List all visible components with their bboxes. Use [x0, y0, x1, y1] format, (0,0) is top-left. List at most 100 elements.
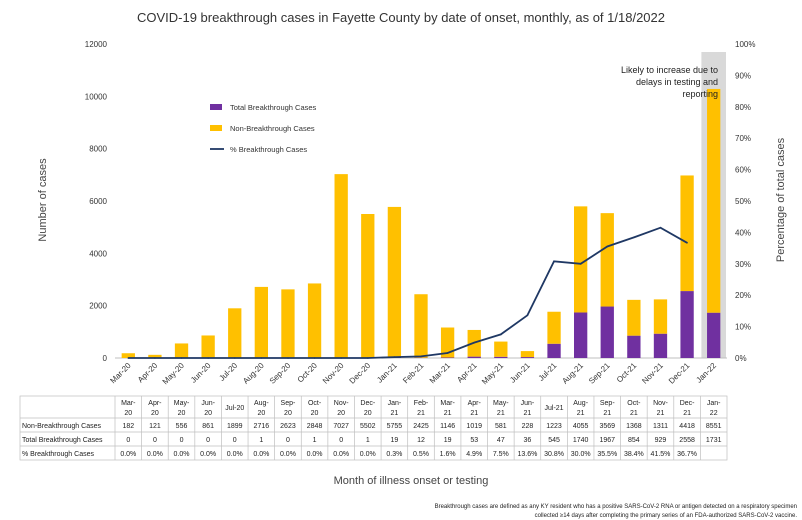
table-value-cell: 0	[286, 437, 290, 444]
table-value-cell: 0.0%	[333, 451, 349, 458]
x-tick-label: Oct-20	[296, 361, 320, 385]
y2-tick-label: 0%	[735, 354, 747, 363]
y-tick-label: 8000	[89, 145, 107, 154]
x-tick-label: Jan-22	[694, 361, 718, 385]
y2-tick-label: 40%	[735, 228, 751, 237]
pct-point-Aug-20	[260, 357, 263, 359]
table-value-cell: 4418	[679, 423, 695, 430]
table-header-cell: Mar-	[121, 400, 136, 407]
x-tick-label: Nov-20	[321, 361, 346, 386]
highlight-note-line: delays in testing and	[636, 77, 718, 87]
bar-non-breakthrough-Nov-20	[334, 174, 348, 358]
table-value-cell: 1731	[706, 437, 722, 444]
table-header-cell: 21	[497, 410, 505, 417]
x-tick-label: Oct-21	[615, 361, 639, 385]
bar-non-breakthrough-Mar-21	[440, 327, 455, 358]
bar-breakthrough-Nov-21	[653, 333, 668, 358]
table-header-cell: Jun-	[521, 400, 535, 407]
table-value-cell: 0.0%	[307, 451, 323, 458]
table-value-cell: 1311	[653, 423, 668, 430]
y2-axis-title: Percentage of total cases	[775, 137, 787, 262]
bar-non-breakthrough-Mar-20	[121, 353, 135, 358]
table-value-cell: 5755	[387, 423, 403, 430]
x-tick-label: Jun-21	[508, 361, 532, 385]
table-header-cell: 20	[178, 410, 186, 417]
table-value-cell: 30.0%	[571, 451, 591, 458]
data-table-frame	[19, 395, 728, 461]
bar-non-breakthrough-Oct-21	[627, 299, 641, 336]
bar-non-breakthrough-Dec-20	[361, 214, 375, 358]
table-value-cell: 1899	[227, 423, 243, 430]
pct-point-Sep-21	[606, 245, 609, 248]
x-tick-label: Jan-21	[375, 361, 399, 385]
table-header-cell: 20	[151, 410, 159, 417]
highlight-note-line: Likely to increase due to	[621, 65, 718, 75]
bar-breakthrough-Dec-21	[680, 291, 694, 358]
bar-breakthrough-Oct-21	[627, 335, 641, 358]
y2-tick-label: 100%	[735, 40, 755, 49]
footnote-line: collected ≥14 days after completing the …	[535, 513, 798, 519]
table-header-cell: 20	[284, 410, 292, 417]
pct-point-May-20	[180, 357, 183, 359]
x-tick-label: Apr-20	[136, 361, 160, 385]
legend-label-pct: % Breakthrough Cases	[230, 145, 307, 154]
x-tick-label: Apr-21	[455, 361, 479, 385]
footnote-line: Breakthrough cases are defined as any KY…	[435, 504, 797, 510]
table-header-cell: 21	[470, 410, 478, 417]
y-tick-label: 12000	[85, 40, 108, 49]
table-header-cell: 21	[603, 410, 611, 417]
table-value-cell: 8551	[706, 423, 722, 430]
table-value-cell: 2558	[679, 437, 695, 444]
bar-non-breakthrough-Oct-20	[307, 283, 322, 358]
table-value-cell: 1019	[466, 423, 482, 430]
table-header-cell: 20	[311, 410, 319, 417]
pct-point-Dec-20	[366, 357, 369, 359]
bar-breakthrough-Jan-22	[707, 312, 721, 358]
legend-label-breakthrough: Total Breakthrough Cases	[230, 103, 317, 112]
bar-non-breakthrough-Dec-21	[680, 175, 694, 292]
table-value-cell: 2425	[413, 423, 429, 430]
table-value-cell: 1740	[573, 437, 589, 444]
bar-non-breakthrough-Feb-21	[414, 294, 428, 358]
pct-point-Nov-21	[659, 226, 662, 229]
bar-non-breakthrough-May-20	[174, 343, 189, 358]
table-value-cell: 1	[366, 437, 370, 444]
y2-tick-label: 60%	[735, 166, 751, 175]
y-tick-label: 10000	[85, 92, 108, 101]
table-value-cell: 3569	[599, 423, 615, 430]
pct-point-Mar-21	[446, 352, 449, 354]
x-tick-label: Sep-20	[268, 361, 293, 386]
table-header-cell: Oct-	[308, 400, 322, 407]
table-value-cell: 929	[655, 437, 667, 444]
table-value-cell: 0	[126, 437, 130, 444]
table-value-cell: 4055	[573, 423, 589, 430]
table-value-cell: 4.9%	[466, 451, 482, 458]
x-tick-label: Aug-21	[560, 361, 585, 386]
x-tick-label: Nov-21	[640, 361, 665, 386]
legend-label-non-breakthrough: Non-Breakthrough Cases	[230, 124, 315, 133]
table-header-cell: May-	[174, 400, 190, 407]
bar-breakthrough-Jun-21	[520, 357, 535, 358]
table-header-cell: Jun-	[201, 400, 215, 407]
table-value-cell: 7027	[333, 423, 349, 430]
legend-swatch-breakthrough	[210, 104, 222, 110]
table-value-cell: 0.0%	[200, 451, 216, 458]
bar-non-breakthrough-Jun-21	[520, 351, 535, 358]
bar-breakthrough-Aug-21	[574, 312, 588, 358]
table-header-cell: Dec-	[680, 400, 695, 407]
table-value-cell: 2623	[280, 423, 296, 430]
table-value-cell: 47	[497, 437, 505, 444]
table-header-cell: Oct-	[627, 400, 641, 407]
pct-point-Feb-21	[420, 355, 422, 358]
table-value-cell: 1	[313, 437, 317, 444]
table-value-cell: 0.3%	[386, 451, 402, 458]
bar-non-breakthrough-Jul-21	[547, 311, 561, 344]
table-value-cell: 0.0%	[280, 451, 296, 458]
y-tick-label: 6000	[89, 197, 107, 206]
pct-point-Jul-21	[553, 260, 555, 263]
table-header-cell: Mar-	[440, 400, 455, 407]
table-row-label: Non-Breakthrough Cases	[22, 423, 101, 430]
table-header-cell: Feb-	[414, 400, 429, 407]
table-header-cell: Sep-	[281, 400, 296, 407]
table-header-cell: 21	[524, 410, 532, 417]
